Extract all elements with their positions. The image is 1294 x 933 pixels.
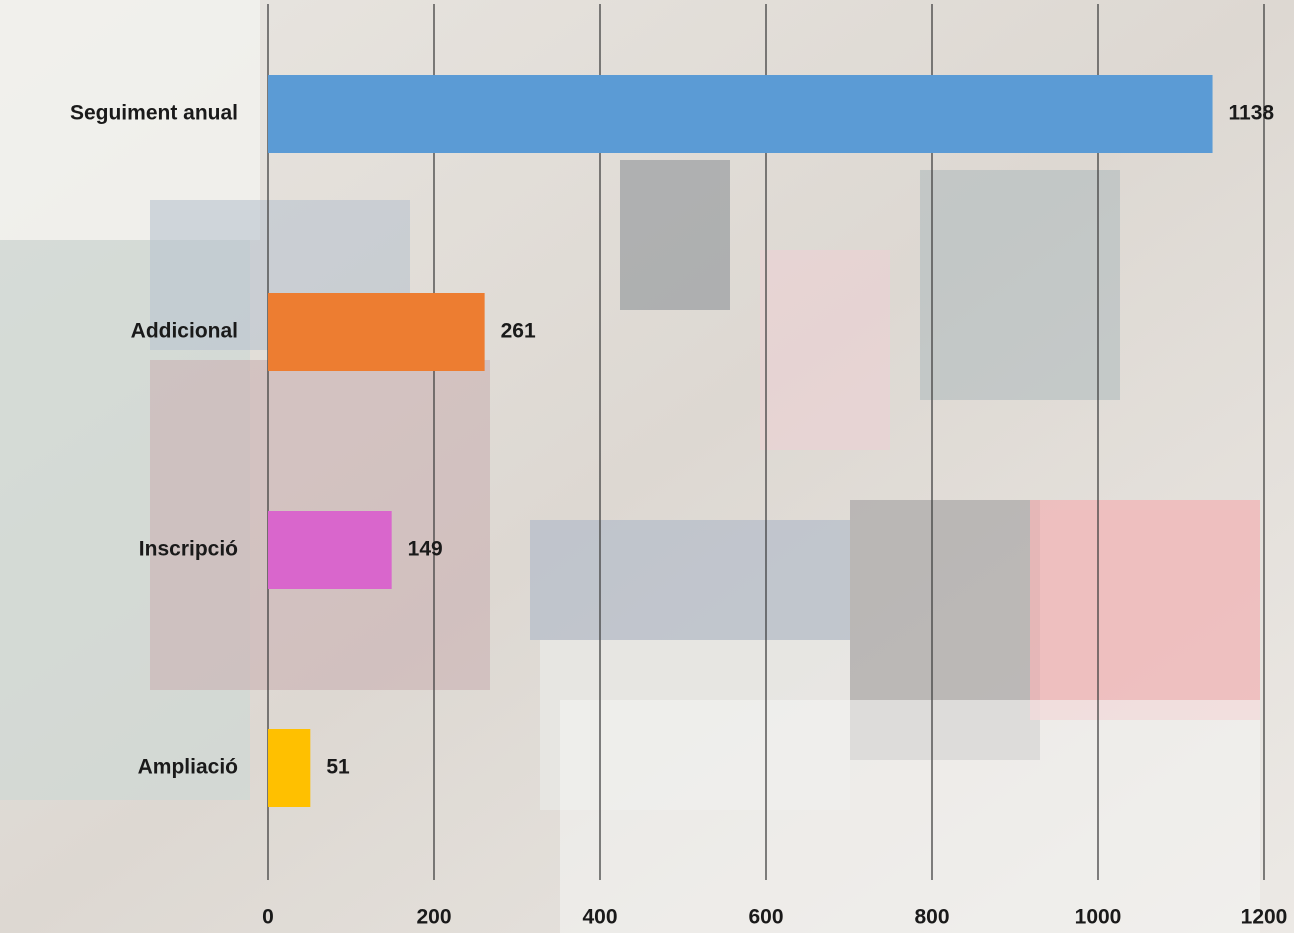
category-label: Ampliació — [138, 756, 238, 779]
category-label: Addicional — [131, 320, 238, 343]
x-tick-label: 1000 — [1075, 906, 1122, 929]
value-label: 51 — [326, 756, 350, 779]
x-tick-label: 400 — [582, 906, 617, 929]
x-tick-label: 800 — [914, 906, 949, 929]
page: 0 200 400 600 800 1000 1200 Seguiment anual 1138… — [0, 0, 1294, 933]
value-label: 1138 — [1229, 102, 1275, 125]
bar — [268, 293, 485, 371]
bar — [268, 511, 392, 589]
x-tick-label: 200 — [416, 906, 451, 929]
x-tick-label: 0 — [262, 906, 274, 929]
bar — [268, 75, 1213, 153]
chart: 0 200 400 600 800 1000 1200 Seguiment anual 1138… — [0, 0, 1294, 933]
category-label: Seguiment anual — [70, 102, 238, 125]
bar — [268, 729, 310, 807]
category-label: Inscripció — [139, 538, 238, 561]
x-tick-label: 1200 — [1241, 906, 1288, 929]
x-tick-label: 600 — [748, 906, 783, 929]
value-label: 261 — [501, 320, 536, 343]
value-label: 149 — [408, 538, 443, 561]
